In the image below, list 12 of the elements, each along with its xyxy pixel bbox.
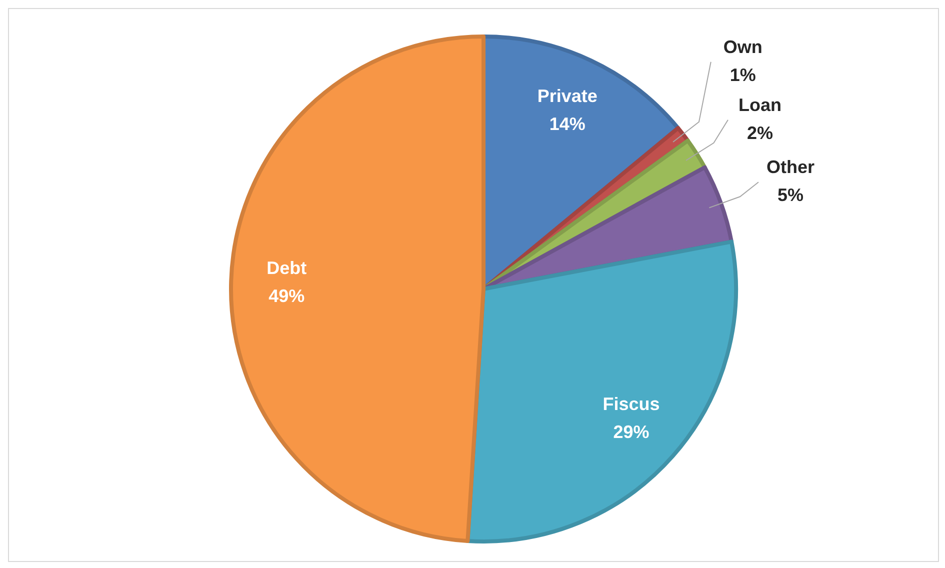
data-label: 5%: [777, 185, 804, 206]
slice-label: Other: [766, 157, 814, 178]
data-label: 14%: [549, 114, 586, 134]
data-label: 49%: [268, 286, 305, 306]
slice-label: Own: [723, 36, 762, 57]
data-label: 2%: [746, 122, 773, 143]
slice-label: Loan: [738, 94, 782, 115]
data-label: 1%: [730, 64, 756, 85]
slice-label: Private: [537, 86, 598, 106]
slice-label: Fiscus: [602, 394, 660, 414]
slice-label: Debt: [266, 258, 307, 278]
data-label: 29%: [613, 422, 650, 442]
